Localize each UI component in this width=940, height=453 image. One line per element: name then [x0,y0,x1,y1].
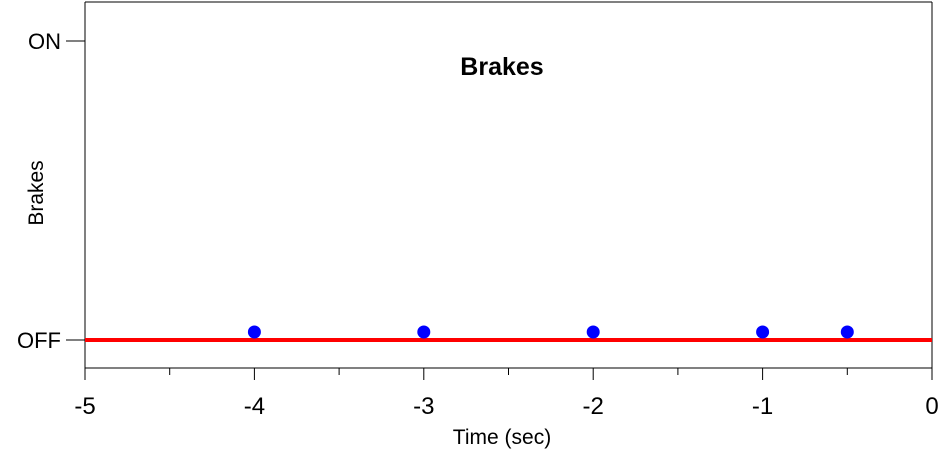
x-axis-label: Time (sec) [453,426,551,449]
data-point [417,325,431,339]
x-tick-label: 0 [925,393,938,420]
x-tick-label: -4 [244,393,265,420]
x-tick-label: -1 [752,393,773,420]
ticks: -5 -4 -3 -2 -1 0 OFF ON [17,29,939,420]
data-point [586,325,600,339]
data-point [247,325,261,339]
y-tick-label: OFF [17,328,61,353]
data-point [840,325,854,339]
x-tick-label: -5 [74,393,95,420]
x-tick-label: -2 [583,393,604,420]
data-point [756,325,770,339]
y-axis-label: Brakes [25,160,48,225]
y-tick-label: ON [28,29,61,54]
chart-title: Brakes [460,53,543,81]
x-tick-label: -3 [413,393,434,420]
series [85,325,932,342]
